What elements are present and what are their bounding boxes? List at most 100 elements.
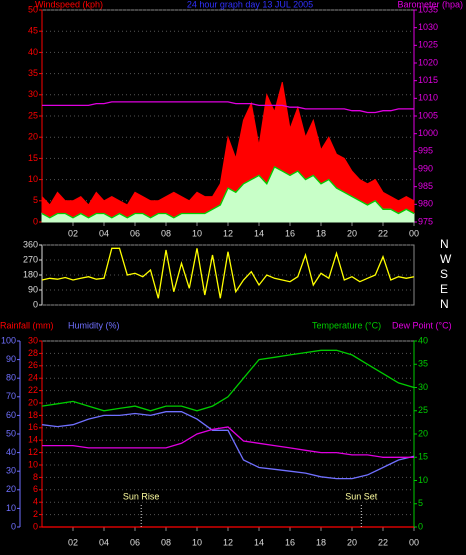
y-tick-label: 15 (28, 153, 38, 163)
y3-tick-label: 70 (6, 391, 16, 401)
series-line (41, 247, 415, 299)
series-line (41, 349, 415, 412)
y-tick-label: 2 (33, 509, 38, 519)
x-tick-label: 04 (99, 228, 109, 238)
y2-tick-label: 1020 (418, 57, 438, 67)
x-tick-label: 16 (285, 228, 295, 238)
y-tick-label: 90 (28, 284, 38, 294)
x-tick-label: 04 (99, 537, 109, 547)
y2-tick-label: 975 (418, 216, 433, 226)
y3-tick-label: 10 (6, 503, 16, 513)
y-tick-label: 0 (33, 216, 38, 226)
y-tick-label: 5 (33, 195, 38, 205)
y-tick-label: 180 (23, 269, 38, 279)
x-tick-label: 22 (378, 228, 388, 238)
y-tick-label: 35 (28, 68, 38, 78)
x-tick-label: 18 (316, 537, 326, 547)
y2-tick-label: 20 (418, 428, 428, 438)
y2-tick-label: 5 (418, 498, 423, 508)
y-tick-label: 8 (33, 472, 38, 482)
y2-tick-label: N (440, 237, 449, 251)
y-tick-label: 24 (28, 373, 38, 383)
y-tick-label: 30 (28, 89, 38, 99)
y2-tick-label: 1025 (418, 40, 438, 50)
y-tick-label: 12 (28, 447, 38, 457)
y-tick-label: 10 (28, 174, 38, 184)
y-tick-label: 0 (33, 299, 38, 309)
x-tick-label: 06 (130, 228, 140, 238)
y2-tick-label: 1030 (418, 22, 438, 32)
y2-tick-label: 1005 (418, 110, 438, 120)
y2-tick-label: 995 (418, 146, 433, 156)
y2-tick-label: 25 (418, 405, 428, 415)
y-tick-label: 270 (23, 254, 38, 264)
y-tick-label: 50 (28, 4, 38, 14)
annotation: Sun Set (345, 491, 378, 501)
y-tick-label: 18 (28, 410, 38, 420)
x-tick-label: 06 (130, 537, 140, 547)
y-axis-title: Rainfall (mm) (0, 320, 54, 330)
y-tick-label: 30 (28, 335, 38, 345)
y2-tick-label: 35 (418, 359, 428, 369)
x-tick-label: 02 (68, 228, 78, 238)
y2-axis-title: Temperature (°C) (312, 320, 381, 330)
y-tick-label: 10 (28, 459, 38, 469)
y2-tick-label: 15 (418, 452, 428, 462)
x-tick-label: 18 (316, 228, 326, 238)
x-tick-label: 20 (347, 228, 357, 238)
y2-tick-label: 1010 (418, 93, 438, 103)
y-tick-label: 28 (28, 348, 38, 358)
x-tick-label: 10 (192, 537, 202, 547)
y3-tick-label: 100 (1, 335, 16, 345)
y2-tick-label: 990 (418, 163, 433, 173)
x-tick-label: 00 (409, 228, 419, 238)
y3-tick-label: 60 (6, 410, 16, 420)
y-axis-title: Windspeed (kph) (35, 0, 103, 9)
y2-tick-label: 1000 (418, 128, 438, 138)
x-tick-label: 22 (378, 537, 388, 547)
x-tick-label: 20 (347, 537, 357, 547)
y2-tick-label: 10 (418, 475, 428, 485)
x-tick-label: 14 (254, 537, 264, 547)
series-line (42, 101, 414, 114)
y2-tick-label: 1035 (418, 4, 438, 14)
x-tick-label: 12 (223, 228, 233, 238)
y3-axis-title: Humidity (%) (68, 320, 120, 330)
y2-tick-label: 40 (418, 335, 428, 345)
x-tick-label: 16 (285, 537, 295, 547)
x-tick-label: 08 (161, 537, 171, 547)
y-tick-label: 16 (28, 422, 38, 432)
y-tick-label: 20 (28, 397, 38, 407)
y3-tick-label: 0 (11, 521, 16, 531)
y-tick-label: 20 (28, 132, 38, 142)
x-tick-label: 00 (409, 537, 419, 547)
series-line (42, 426, 414, 458)
y-tick-label: 0 (33, 521, 38, 531)
x-tick-label: 10 (192, 228, 202, 238)
y3-tick-label: 80 (6, 373, 16, 383)
x-tick-label: 08 (161, 228, 171, 238)
y-tick-label: 22 (28, 385, 38, 395)
y-tick-label: 40 (28, 47, 38, 57)
y3-tick-label: 90 (6, 354, 16, 364)
series-line (41, 411, 415, 480)
y2-tick-label: E (440, 282, 448, 296)
y-tick-label: 14 (28, 435, 38, 445)
y2-tick-label: 980 (418, 199, 433, 209)
annotation: Sun Rise (123, 491, 160, 501)
y2-tick-label: 1015 (418, 75, 438, 85)
y-tick-label: 6 (33, 484, 38, 494)
y3-tick-label: 50 (6, 428, 16, 438)
y2-tick-label: 0 (418, 521, 423, 531)
y-tick-label: 25 (28, 110, 38, 120)
x-tick-label: 14 (254, 228, 264, 238)
y3-tick-label: 40 (6, 447, 16, 457)
y-tick-label: 26 (28, 360, 38, 370)
chart-title: 24 hour graph day 13 JUL 2005 (187, 0, 313, 9)
x-tick-label: 12 (223, 537, 233, 547)
y2-axis-title: Barometer (hpa) (397, 0, 463, 9)
y-tick-label: 360 (23, 239, 38, 249)
y3-tick-label: 30 (6, 466, 16, 476)
